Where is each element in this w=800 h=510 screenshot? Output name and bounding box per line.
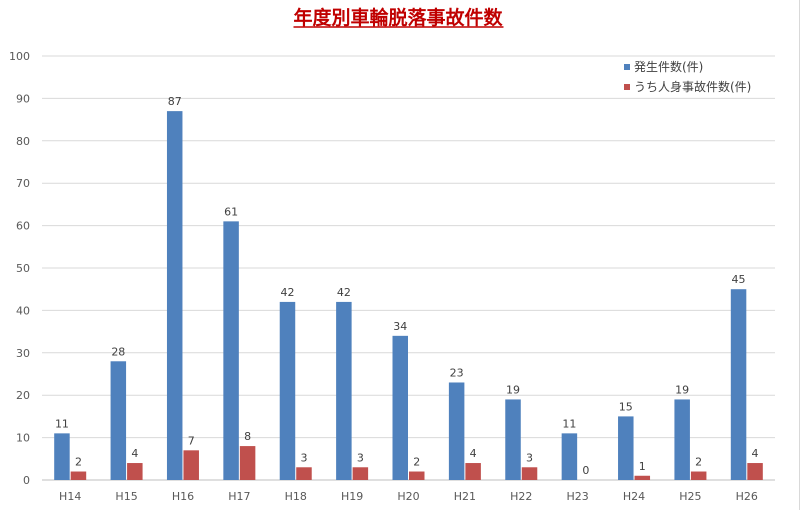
data-label: 3: [300, 451, 307, 464]
y-tick-label: 50: [16, 262, 30, 275]
legend-label: うち人身事故件数(件): [634, 79, 751, 94]
x-tick-label: H14: [59, 490, 81, 503]
data-label: 15: [619, 400, 633, 413]
x-tick-label: H18: [285, 490, 307, 503]
data-label: 2: [413, 456, 420, 469]
y-tick-label: 30: [16, 347, 30, 360]
data-label: 2: [695, 456, 702, 469]
data-label: 4: [470, 447, 477, 460]
bar-occurrences: [618, 416, 634, 480]
bar-occurrences: [561, 433, 578, 480]
data-label: 0: [582, 464, 589, 477]
bar-occurrences: [392, 335, 408, 480]
x-tick-label: H21: [454, 490, 476, 503]
bar-injury-accidents: [70, 471, 87, 480]
data-label: 42: [337, 286, 351, 299]
data-label: 45: [732, 273, 746, 286]
bar-occurrences: [279, 301, 296, 480]
data-label: 28: [111, 345, 125, 358]
data-label: 4: [131, 447, 138, 460]
bar-occurrences: [166, 111, 183, 481]
data-label: 61: [224, 205, 238, 218]
bar-occurrences: [448, 382, 465, 480]
data-label: 3: [526, 451, 533, 464]
bar-occurrences: [223, 221, 239, 481]
x-tick-label: H24: [623, 490, 645, 503]
x-tick-label: H19: [341, 490, 363, 503]
data-label: 23: [450, 366, 464, 379]
data-label: 1: [639, 460, 646, 473]
y-tick-label: 10: [16, 432, 30, 445]
bar-injury-accidents: [183, 450, 199, 480]
y-tick-label: 70: [16, 177, 30, 190]
bar-injury-accidents: [690, 471, 707, 480]
y-tick-label: 20: [16, 389, 30, 402]
data-label: 11: [562, 417, 576, 430]
data-label: 4: [752, 447, 759, 460]
y-tick-label: 100: [9, 50, 30, 63]
x-tick-label: H26: [736, 490, 758, 503]
y-axis: 0 10 20 30 40 50 60 70 80 90 100: [9, 50, 30, 487]
legend-swatch: [624, 84, 630, 90]
x-tick-label: H23: [567, 490, 589, 503]
data-label: 11: [55, 417, 69, 430]
x-tick-label: H17: [228, 490, 250, 503]
gridlines: [42, 55, 775, 481]
legend-label: 発生件数(件): [634, 59, 703, 74]
bar-occurrences: [54, 433, 70, 480]
bars: [54, 111, 763, 481]
bar-injury-accidents: [521, 467, 538, 480]
x-axis: H14 H15 H16 H17 H18 H19 H20 H21 H22 H23 H24 H25 H26: [59, 490, 758, 503]
legend-swatch: [624, 64, 630, 70]
y-tick-label: 0: [23, 474, 30, 487]
bar-occurrences: [110, 361, 127, 480]
chart-title: 年度別車輪脱落事故件数: [293, 6, 503, 29]
bar-injury-accidents: [409, 471, 425, 480]
bar-injury-accidents: [747, 463, 763, 480]
data-label: 19: [506, 383, 520, 396]
data-label: 42: [280, 286, 294, 299]
data-label: 34: [393, 320, 407, 333]
data-label: 8: [244, 430, 251, 443]
data-label: 19: [675, 383, 689, 396]
bar-occurrences: [336, 301, 352, 480]
bar-injury-accidents: [296, 467, 312, 480]
x-tick-label: H20: [397, 490, 419, 503]
bar-injury-accidents: [127, 463, 143, 480]
y-tick-label: 40: [16, 304, 30, 317]
bar-occurrences: [505, 399, 521, 480]
data-label: 3: [357, 451, 364, 464]
bar-occurrences: [674, 399, 690, 480]
x-tick-label: H22: [510, 490, 532, 503]
bar-injury-accidents: [239, 446, 256, 480]
bar-occurrences: [730, 289, 747, 480]
data-label: 2: [75, 456, 82, 469]
y-tick-label: 80: [16, 135, 30, 148]
y-tick-label: 90: [16, 92, 30, 105]
x-tick-label: H15: [115, 490, 137, 503]
data-label: 87: [168, 95, 182, 108]
data-label: 7: [188, 434, 195, 447]
x-tick-label: H16: [172, 490, 194, 503]
bar-injury-accidents: [634, 475, 651, 480]
x-tick-label: H25: [679, 490, 701, 503]
bar-injury-accidents: [352, 467, 369, 480]
bar-injury-accidents: [465, 463, 481, 480]
y-tick-label: 60: [16, 220, 30, 233]
legend: 発生件数(件) うち人身事故件数(件): [624, 59, 751, 94]
